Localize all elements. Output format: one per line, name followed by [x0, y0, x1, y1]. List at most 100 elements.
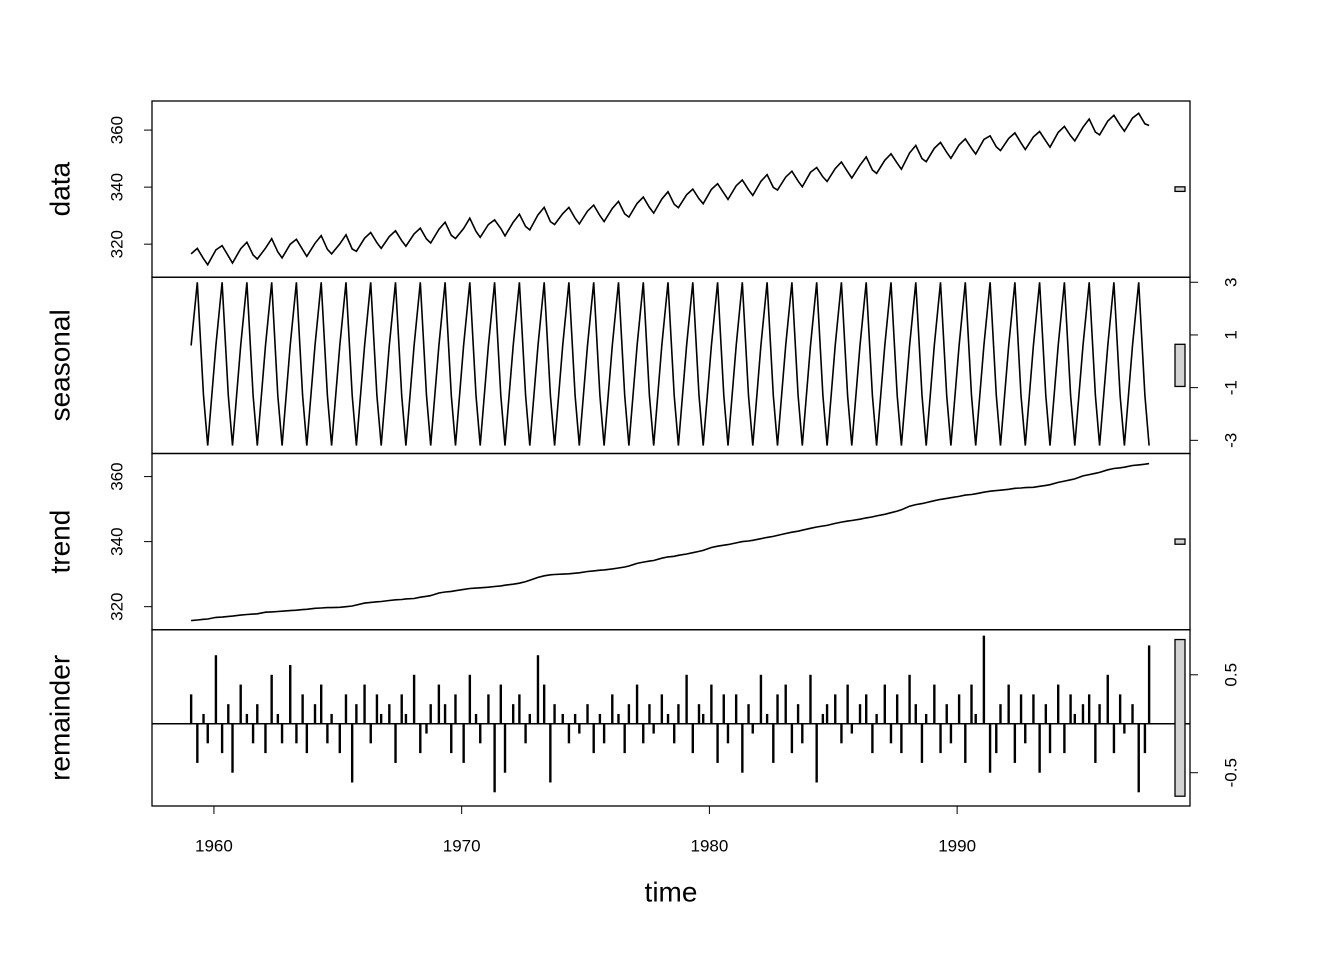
bar	[914, 704, 917, 724]
bar	[443, 704, 447, 724]
bar	[1048, 723, 1052, 754]
bar	[1137, 723, 1140, 793]
bar	[388, 704, 391, 724]
bar	[503, 723, 507, 773]
bar	[189, 694, 193, 724]
bar	[437, 684, 441, 724]
bar	[1073, 713, 1077, 724]
bar	[677, 704, 680, 724]
bar	[220, 723, 224, 754]
y-tick-label: -1	[1221, 380, 1240, 395]
bar	[1024, 723, 1027, 744]
y-tick-label: 1	[1221, 330, 1240, 339]
bar	[419, 723, 422, 754]
bar	[429, 704, 432, 724]
panel-label: trend	[44, 510, 75, 574]
bar	[206, 723, 209, 744]
bar	[239, 684, 242, 724]
bar	[487, 694, 490, 724]
y-tick-label: 320	[107, 592, 126, 620]
y-tick-label: -0.5	[1221, 758, 1240, 787]
bar	[1057, 684, 1060, 724]
bar	[295, 723, 298, 744]
y-tick-label: 360	[107, 462, 126, 490]
series-line	[190, 282, 1150, 446]
bar	[276, 713, 280, 724]
bar	[450, 723, 453, 754]
bar	[379, 713, 383, 724]
bar	[883, 684, 886, 724]
bar	[809, 674, 812, 724]
bar	[734, 694, 738, 724]
y-tick-label: 340	[107, 527, 126, 555]
bar	[988, 723, 992, 773]
bar	[280, 723, 284, 744]
bar	[602, 723, 606, 744]
bar	[375, 694, 379, 724]
panel-label: remainder	[44, 655, 75, 781]
bar	[858, 704, 862, 724]
bar	[561, 713, 564, 724]
y-tick-label: 340	[107, 173, 126, 201]
bar	[499, 684, 503, 724]
bar	[592, 723, 595, 754]
bar	[759, 674, 763, 724]
bar	[289, 665, 292, 724]
bar	[270, 674, 273, 724]
bar	[900, 723, 903, 754]
bar	[850, 723, 854, 734]
x-axis-label: time	[645, 876, 698, 907]
bar	[801, 723, 804, 744]
bar	[586, 704, 589, 724]
bar	[875, 713, 878, 724]
panel-label: seasonal	[44, 309, 75, 421]
bar	[957, 694, 961, 724]
bar	[363, 684, 366, 724]
bar	[666, 713, 670, 724]
bar	[673, 723, 676, 744]
bar	[691, 723, 695, 754]
bar	[474, 713, 478, 724]
bar	[1013, 723, 1017, 763]
bar	[776, 694, 779, 724]
bar	[974, 713, 977, 724]
bar	[479, 723, 482, 744]
bar	[1123, 723, 1126, 734]
bar	[627, 704, 631, 724]
panel-frame	[151, 100, 1191, 278]
bar	[796, 704, 800, 724]
bar	[454, 694, 457, 724]
panel-label: data	[44, 161, 75, 216]
bar	[908, 674, 911, 724]
bar	[1098, 704, 1101, 724]
bar	[313, 704, 317, 724]
bar	[889, 723, 893, 744]
bar	[751, 723, 754, 734]
x-tick-label: 1990	[938, 836, 976, 855]
bar	[1019, 694, 1023, 724]
bar	[1106, 674, 1109, 724]
bar	[1094, 723, 1097, 763]
bar	[895, 694, 899, 724]
bar	[648, 704, 651, 724]
bar	[1007, 684, 1010, 724]
bar	[394, 723, 397, 763]
bar	[623, 723, 626, 754]
bar	[1032, 694, 1035, 724]
bar	[834, 694, 837, 724]
bar	[350, 723, 354, 783]
bar	[196, 723, 199, 763]
bar	[344, 694, 348, 724]
bar	[924, 713, 928, 724]
bar	[1118, 694, 1122, 724]
x-tick-label: 1970	[443, 836, 481, 855]
bar	[493, 723, 496, 793]
bar	[741, 723, 744, 773]
bar	[320, 684, 323, 724]
bar	[982, 635, 986, 724]
panel-frame	[151, 629, 1191, 807]
bar	[1143, 723, 1147, 754]
bar	[227, 704, 230, 724]
range-bar	[1174, 538, 1186, 545]
